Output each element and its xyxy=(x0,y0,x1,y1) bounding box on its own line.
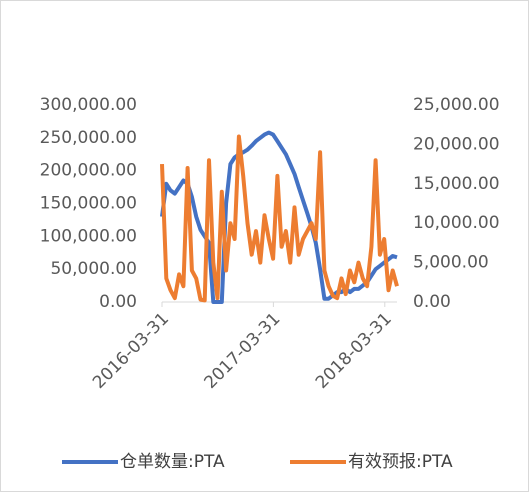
series-line xyxy=(160,130,398,304)
y-tick-label: 50,000.00 xyxy=(50,259,137,279)
legend-label: 有效预报:PTA xyxy=(348,452,453,472)
y2-tick-label: 25,000.00 xyxy=(413,95,500,115)
y-tick-label: 100,000.00 xyxy=(40,226,137,246)
y2-tick-label: 20,000.00 xyxy=(413,134,500,154)
y2-tick-label: 5,000.00 xyxy=(413,253,489,273)
y-tick-label: 200,000.00 xyxy=(40,161,137,181)
y-tick-label: 150,000.00 xyxy=(40,194,137,214)
y2-tick-label: 10,000.00 xyxy=(413,213,500,233)
y2-tick-label: 15,000.00 xyxy=(413,174,500,194)
y-tick-label: 250,000.00 xyxy=(40,128,137,148)
y2-tick-label: 0.00 xyxy=(413,292,451,312)
legend-label: 仓单数量:PTA xyxy=(120,452,225,472)
y-tick-label: 0.00 xyxy=(99,292,137,312)
y-tick-label: 300,000.00 xyxy=(40,95,137,115)
series-line xyxy=(160,134,399,303)
